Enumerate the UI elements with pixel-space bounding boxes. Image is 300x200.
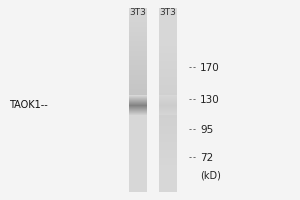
Text: 72: 72	[200, 153, 213, 163]
Text: --: --	[188, 64, 198, 72]
Text: --: --	[188, 126, 198, 134]
Text: 3T3: 3T3	[160, 8, 176, 17]
Text: 170: 170	[200, 63, 220, 73]
Text: 130: 130	[200, 95, 220, 105]
Text: (kD): (kD)	[200, 171, 221, 181]
Text: --: --	[188, 154, 198, 162]
Text: 3T3: 3T3	[130, 8, 146, 17]
Text: --: --	[188, 96, 198, 104]
Text: TAOK1--: TAOK1--	[9, 100, 48, 110]
Text: 95: 95	[200, 125, 213, 135]
